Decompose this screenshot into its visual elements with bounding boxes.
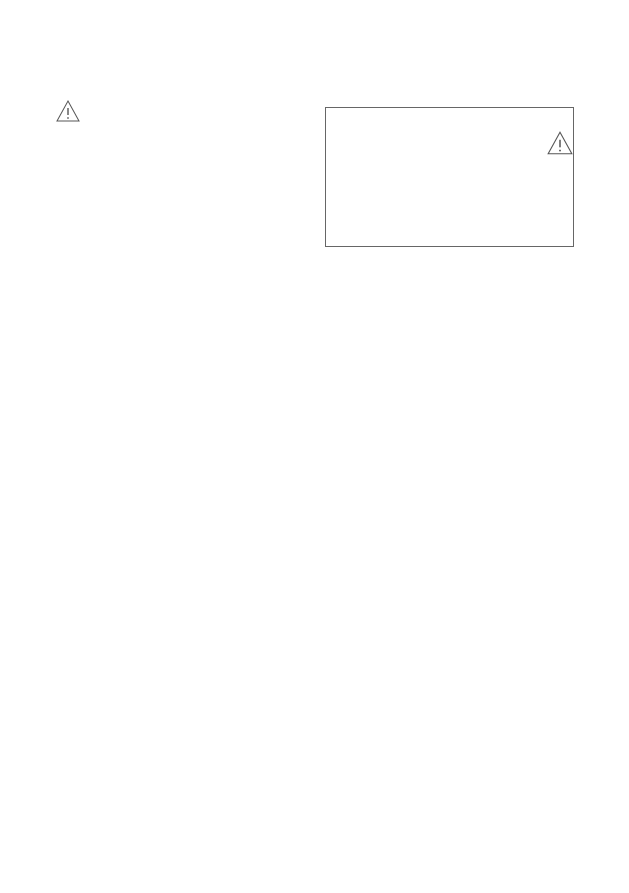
- left-column: [55, 89, 305, 251]
- block-diagram: [325, 107, 575, 247]
- warning-left: [55, 99, 305, 123]
- block-diagram-svg: [326, 108, 574, 246]
- warning-icon-top-right: [546, 130, 574, 156]
- warning-icon: [55, 99, 81, 123]
- right-column: [325, 89, 575, 251]
- two-column-body: [55, 89, 574, 251]
- page: [0, 0, 629, 893]
